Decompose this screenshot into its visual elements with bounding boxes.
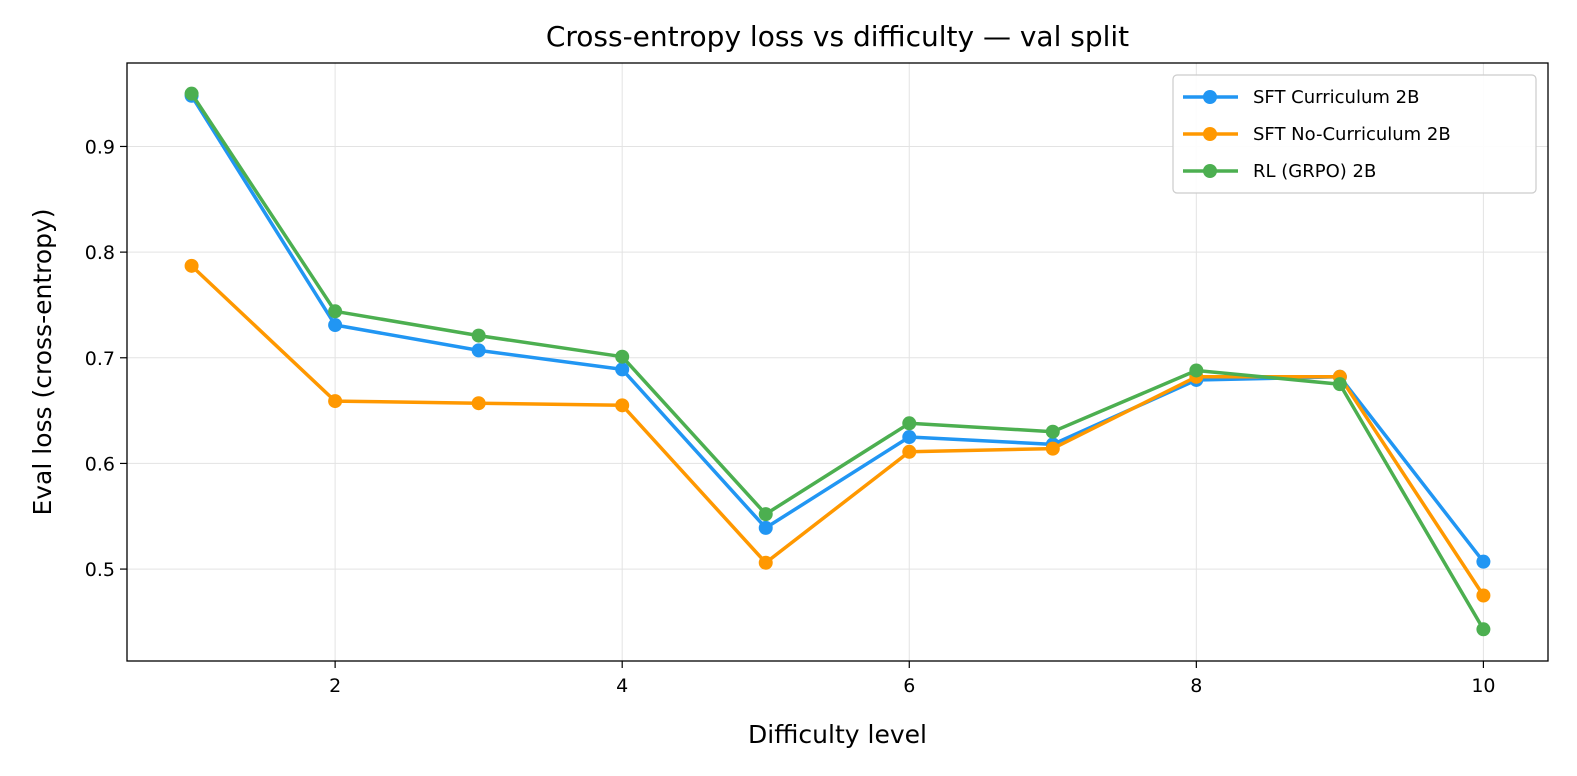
data-point: [902, 430, 917, 445]
series-layer: [184, 86, 1491, 637]
plot-frame: [126, 62, 1549, 662]
data-point: [328, 304, 343, 319]
data-point: [902, 416, 917, 431]
y-tick-label: 0.7: [85, 348, 115, 370]
data-point: [1045, 424, 1060, 439]
ticks: 2 4 6 8 10 0.5 0.6 0.7 0.8 0.9: [85, 136, 1496, 697]
data-point: [184, 258, 199, 273]
legend-item: RL (GRPO) 2B: [1183, 161, 1376, 182]
legend-item: SFT No-Curriculum 2B: [1183, 124, 1451, 145]
y-axis-label: Eval loss (cross-entropy): [28, 208, 57, 515]
data-point: [758, 507, 773, 522]
y-tick-label: 0.6: [85, 453, 115, 475]
data-point: [615, 349, 630, 364]
series-3: [184, 86, 1491, 637]
data-point: [1189, 363, 1204, 378]
data-point: [615, 362, 630, 377]
data-point: [471, 343, 486, 358]
data-point: [758, 555, 773, 570]
series-line: [190, 92, 1485, 631]
data-point: [471, 328, 486, 343]
data-point: [1476, 622, 1491, 637]
legend-label: SFT No-Curriculum 2B: [1253, 124, 1451, 145]
legend-swatch-marker: [1203, 127, 1217, 141]
x-tick-label: 2: [329, 675, 341, 697]
legend-box: [1172, 74, 1537, 194]
data-point: [1045, 441, 1060, 456]
data-point: [1476, 554, 1491, 569]
legend: SFT Curriculum 2B SFT No-Curriculum 2B RL …: [1172, 74, 1537, 194]
data-point: [328, 318, 343, 333]
legend-swatch-marker: [1203, 164, 1217, 178]
data-point: [902, 444, 917, 459]
legend-item: SFT Curriculum 2B: [1183, 87, 1419, 108]
x-tick-label: 4: [616, 675, 628, 697]
data-point: [184, 86, 199, 101]
data-point: [758, 520, 773, 535]
legend-swatch-marker: [1203, 90, 1217, 104]
data-point: [615, 398, 630, 413]
y-tick-label: 0.5: [85, 559, 115, 581]
x-axis-label: Difficulty level: [748, 720, 927, 749]
x-tick-label: 6: [903, 675, 915, 697]
data-point: [328, 394, 343, 409]
chart-title: Cross-entropy loss vs difficulty — val s…: [546, 20, 1129, 53]
data-point: [1332, 377, 1347, 392]
data-point: [1476, 588, 1491, 603]
legend-label: RL (GRPO) 2B: [1253, 161, 1376, 182]
data-point: [471, 396, 486, 411]
x-tick-label: 10: [1471, 675, 1495, 697]
y-tick-label: 0.9: [85, 136, 115, 158]
x-tick-label: 8: [1190, 675, 1202, 697]
legend-label: SFT Curriculum 2B: [1253, 87, 1419, 108]
y-tick-label: 0.8: [85, 242, 115, 264]
